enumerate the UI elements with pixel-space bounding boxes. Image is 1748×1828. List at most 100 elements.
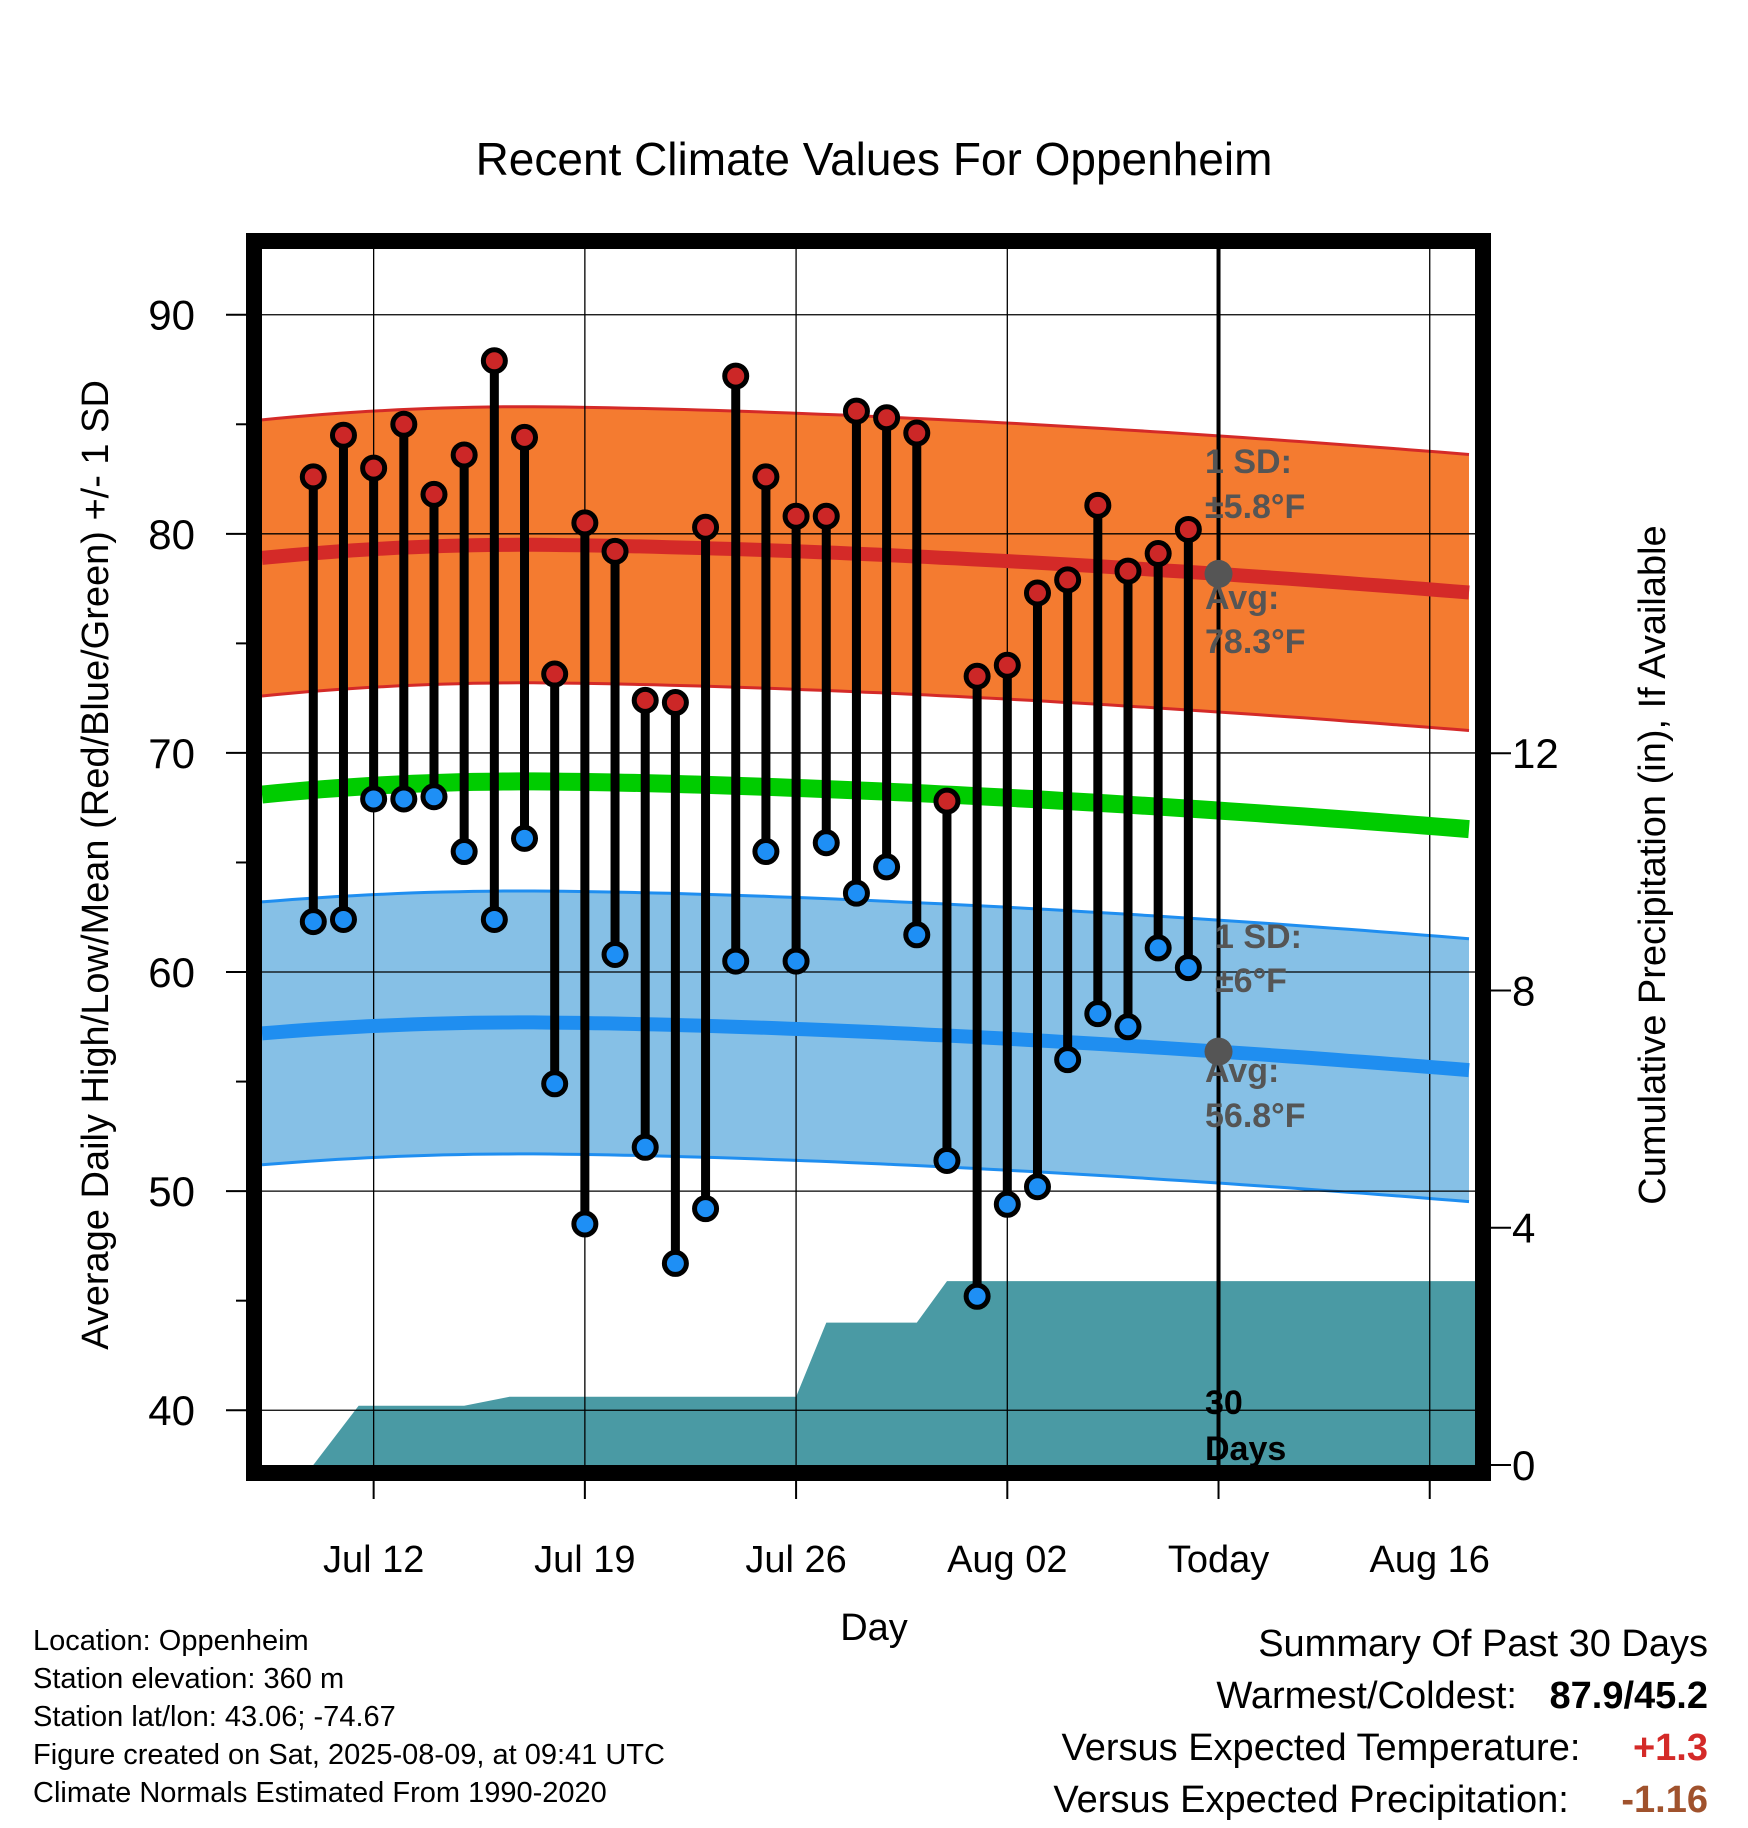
precipitation-fill — [313, 1281, 1475, 1465]
normal-bands — [261, 405, 1470, 1204]
elevation-text: Station elevation: 360 m — [33, 1663, 345, 1695]
temperature-value: +1.3 — [1632, 1727, 1708, 1769]
x-tick-label: Jul 19 — [534, 1539, 635, 1581]
warmest-value: 87.9/45.2 — [1549, 1675, 1708, 1717]
summary-title: Summary Of Past 30 Days — [1258, 1623, 1708, 1665]
low-point — [963, 1282, 991, 1310]
high-point — [480, 347, 508, 375]
high-point — [903, 419, 931, 447]
low-point — [752, 838, 780, 866]
high-point — [722, 362, 750, 390]
low-sd-band — [262, 891, 1469, 1202]
normal-low-line — [261, 1015, 1470, 1078]
low-point — [299, 908, 327, 936]
low-point — [812, 829, 840, 857]
summary-warmest: Warmest/Coldest: 87.9/45.2 — [1053, 1670, 1708, 1722]
window-days-unit: Days — [1205, 1430, 1286, 1468]
x-tick-label: Aug 16 — [1370, 1539, 1490, 1581]
y-axis-label: Average Daily High/Low/Mean (Red/Blue/Gr… — [75, 380, 117, 1350]
warmest-label: Warmest/Coldest: — [1216, 1675, 1517, 1717]
high-point — [993, 651, 1021, 679]
low-point — [541, 1070, 569, 1098]
low-sd-value: ±6°F — [1215, 962, 1287, 1000]
high-point — [360, 454, 388, 482]
low-point — [782, 947, 810, 975]
y2-tick-label: 8 — [1512, 967, 1535, 1014]
high-avg-label: Avg: — [1205, 579, 1279, 617]
y-tick-label: 50 — [148, 1168, 195, 1215]
high-point — [511, 423, 539, 451]
low-avg-label: Avg: — [1205, 1052, 1279, 1090]
high-point — [842, 397, 870, 425]
low-point — [842, 879, 870, 907]
high-point — [1054, 566, 1082, 594]
low-point — [450, 838, 478, 866]
location-text: Location: Oppenheim — [33, 1625, 309, 1657]
high-point — [1144, 540, 1172, 568]
precipitation-area — [313, 1281, 1475, 1465]
daily-range-bars — [299, 347, 1202, 1310]
y-tick-label: 60 — [148, 949, 195, 996]
low-point — [390, 785, 418, 813]
precipitation-value: -1.16 — [1621, 1779, 1708, 1821]
annotations: 1 SD: ±5.8°F Avg: 78.3°F 1 SD: ±6°F Avg: 56.8°F… — [1205, 443, 1306, 1468]
low-point — [329, 905, 357, 933]
x-axis-label: Day — [840, 1607, 908, 1649]
y2-tick-label: 12 — [1512, 730, 1559, 777]
summary-precipitation: Versus Expected Precipitation: -1.16 — [1053, 1774, 1708, 1826]
high-point — [963, 662, 991, 690]
low-avg-value: 56.8°F — [1205, 1097, 1306, 1135]
high-point — [752, 463, 780, 491]
high-point — [299, 463, 327, 491]
temperature-label: Versus Expected Temperature: — [1061, 1727, 1581, 1769]
low-point — [1084, 1000, 1112, 1028]
high-sd-value: ±5.8°F — [1205, 488, 1305, 526]
summary-temperature: Versus Expected Temperature: +1.3 — [1053, 1722, 1708, 1774]
y-tick-label: 40 — [148, 1387, 195, 1434]
low-avg-marker — [1204, 1037, 1233, 1066]
low-sd-lower-edge — [261, 1152, 1470, 1204]
low-point — [480, 905, 508, 933]
high-point — [661, 689, 689, 717]
high-point — [1174, 515, 1202, 543]
high-sd-label: 1 SD: — [1205, 443, 1292, 481]
y2-tick-label: 4 — [1512, 1205, 1535, 1252]
y-tick-label: 80 — [148, 511, 195, 558]
high-point — [390, 410, 418, 438]
high-point — [692, 513, 720, 541]
high-point — [782, 502, 810, 530]
low-point — [360, 785, 388, 813]
low-point — [631, 1133, 659, 1161]
high-point — [812, 502, 840, 530]
low-point — [1054, 1046, 1082, 1074]
station-info: Location: Oppenheim Station elevation: 3… — [33, 1622, 665, 1812]
low-point — [601, 940, 629, 968]
low-point — [903, 921, 931, 949]
axes: 40 50 60 70 80 90 0 4 8 12 Jul 12 Jul 19 Jul 26 Aug 0… — [148, 233, 1559, 1581]
low-point — [1114, 1013, 1142, 1041]
low-point — [692, 1195, 720, 1223]
high-point — [1084, 491, 1112, 519]
low-point — [993, 1190, 1021, 1218]
chart-title: Recent Climate Values For Oppenheim — [476, 133, 1273, 185]
precipitation-label: Versus Expected Precipitation: — [1053, 1779, 1569, 1821]
high-avg-value: 78.3°F — [1205, 623, 1306, 661]
low-point — [1023, 1173, 1051, 1201]
created-text: Figure created on Sat, 2025-08-09, at 09… — [33, 1739, 665, 1771]
low-point — [873, 853, 901, 881]
high-point — [329, 421, 357, 449]
high-point — [420, 480, 448, 508]
low-sd-label: 1 SD: — [1215, 918, 1302, 956]
high-point — [541, 660, 569, 688]
low-point — [1144, 934, 1172, 962]
low-point — [661, 1249, 689, 1277]
y-tick-label: 90 — [148, 292, 195, 339]
high-avg-marker — [1204, 559, 1233, 588]
normals-text: Climate Normals Estimated From 1990-2020 — [33, 1777, 607, 1809]
y2-axis-label: Cumulative Precipitation (in), If Availa… — [1632, 525, 1674, 1204]
x-tick-label: Jul 12 — [323, 1539, 424, 1581]
high-point — [601, 537, 629, 565]
summary-panel: Summary Of Past 30 Days Warmest/Coldest:… — [1053, 1618, 1708, 1826]
low-point — [722, 947, 750, 975]
